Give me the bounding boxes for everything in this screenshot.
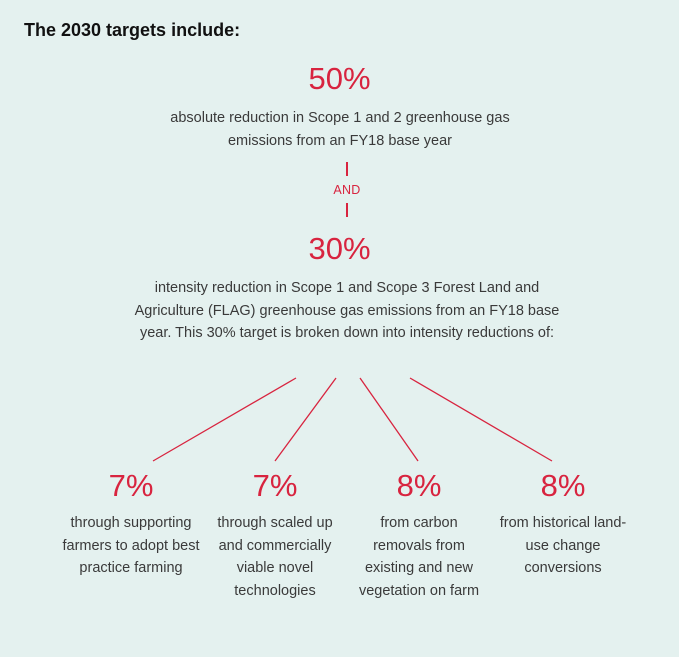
target-50-percent-value: 50%	[308, 61, 371, 96]
breakdown-value-land-use: 8%	[540, 468, 586, 503]
branch-line-2	[274, 377, 337, 462]
target-50-percent-description: absolute reduction in Scope 1 and 2 gree…	[170, 110, 510, 149]
breakdown-description-farming: through supporting farmers to adopt best…	[62, 515, 200, 576]
connector-line-top	[346, 162, 348, 176]
branch-line-3	[359, 377, 419, 462]
branch-line-4	[409, 377, 553, 462]
and-label: AND	[333, 183, 361, 197]
breakdown-value-technologies: 7%	[252, 468, 298, 503]
breakdown-value-carbon-removals: 8%	[396, 468, 442, 503]
branch-line-1	[152, 377, 297, 462]
target-30-percent-description: intensity reduction in Scope 1 and Scope…	[134, 280, 560, 341]
breakdown-description-land-use: from historical land-use change conversi…	[499, 515, 627, 576]
breakdown-description-technologies: through scaled up and commercially viabl…	[217, 515, 333, 599]
breakdown-value-farming: 7%	[108, 468, 154, 503]
target-30-percent-value: 30%	[308, 231, 371, 266]
connector-line-bottom	[346, 203, 348, 217]
section-heading: The 2030 targets include:	[24, 20, 241, 40]
breakdown-description-carbon-removals: from carbon removals from existing and n…	[358, 515, 480, 599]
